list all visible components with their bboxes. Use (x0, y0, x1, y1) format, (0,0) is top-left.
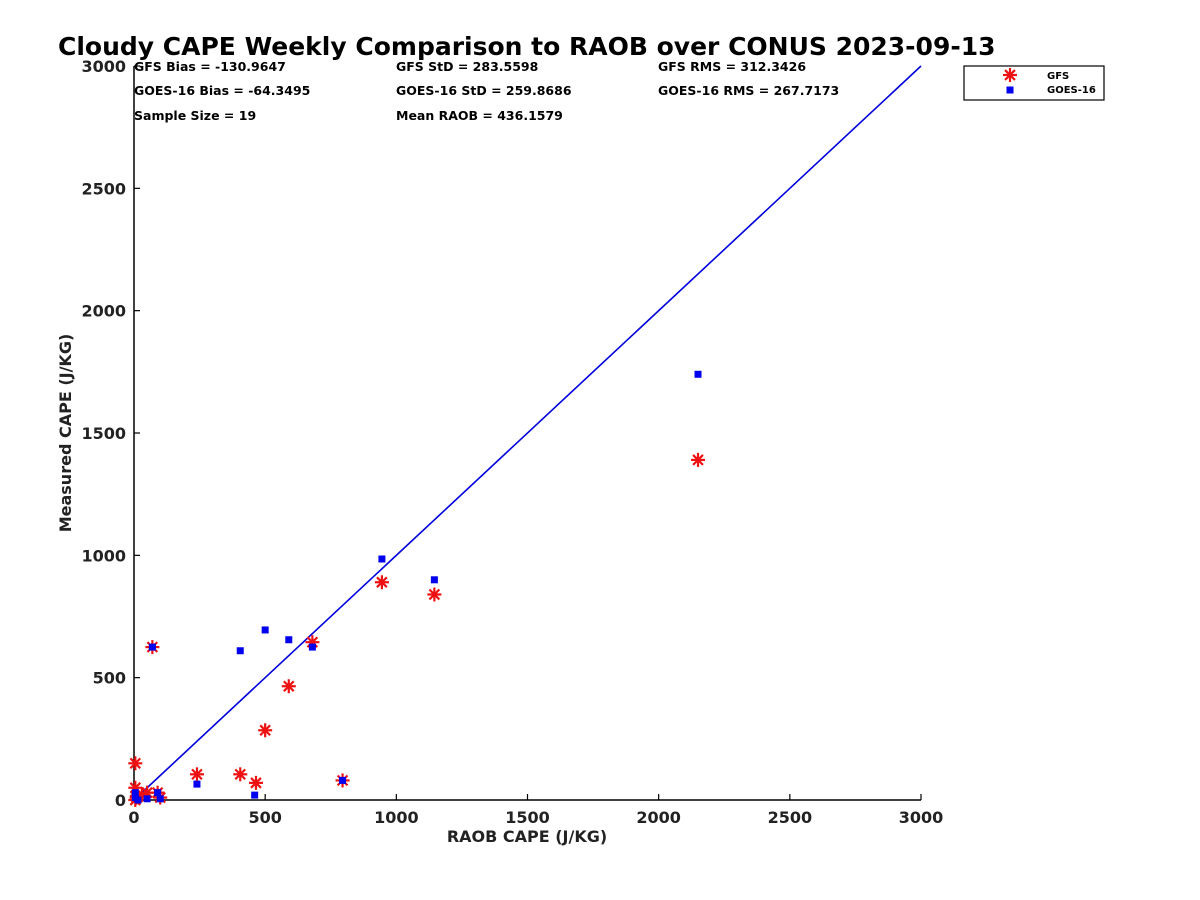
gfs-point (258, 723, 273, 738)
goes16-point (143, 795, 151, 803)
reference-line-layer (133, 65, 922, 801)
legend-gfs-symbol (1003, 68, 1017, 82)
x-tick-label: 2500 (768, 808, 813, 827)
goes16-point (134, 796, 142, 804)
y-tick-label: 2500 (81, 179, 126, 198)
goes16-point (261, 626, 269, 634)
gfs-point (427, 587, 442, 602)
goes16-point (193, 780, 201, 788)
stat-gfs-std: GFS StD = 283.5598 (396, 59, 538, 74)
gfs-point (128, 756, 143, 771)
x-tick-label: 1000 (374, 808, 419, 827)
goes16-point (131, 789, 139, 797)
legend-marker-gfs (1003, 68, 1017, 82)
goes16-point (308, 643, 316, 651)
goes16-point (694, 370, 702, 378)
gfs-point (374, 575, 389, 590)
axes: 0 500 1000 1500 2000 2500 3000 0 500 1000 1500 2000… (81, 57, 943, 827)
stat-goes-rms: GOES-16 RMS = 267.7173 (658, 83, 839, 98)
gfs-point (189, 767, 204, 782)
goes16-point (378, 555, 386, 563)
legend-label-gfs: GFS (1047, 71, 1069, 82)
gfs-point (281, 679, 296, 694)
data-points (128, 370, 706, 807)
gfs-point (233, 767, 248, 782)
y-tick-label: 500 (93, 669, 126, 688)
goes16-point (251, 791, 259, 799)
x-axis-label: RAOB CAPE (J/KG) (447, 827, 607, 846)
stat-mean-raob: Mean RAOB = 436.1579 (396, 108, 563, 123)
x-tick-label: 500 (248, 808, 281, 827)
stats-block: GFS Bias = -130.9647 GFS StD = 283.5598 … (134, 59, 839, 123)
goes16-point (148, 643, 156, 651)
x-tick-label: 3000 (899, 808, 944, 827)
one-to-one-line (133, 65, 922, 801)
x-tick-label: 1500 (505, 808, 550, 827)
stat-gfs-rms: GFS RMS = 312.3426 (658, 59, 806, 74)
legend-marker-goes16 (1006, 86, 1014, 94)
y-tick-label: 1000 (81, 546, 126, 565)
goes16-point (156, 795, 164, 803)
legend-goes16-symbol (1006, 86, 1014, 94)
y-tick-label: 0 (115, 791, 126, 810)
chart-title: Cloudy CAPE Weekly Comparison to RAOB ov… (58, 32, 996, 61)
goes16-point (236, 647, 244, 655)
x-tick-label: 2000 (636, 808, 681, 827)
goes16-point (430, 576, 438, 584)
x-tick-label: 0 (128, 808, 139, 827)
gfs-point (691, 452, 706, 467)
stat-sample-size: Sample Size = 19 (134, 108, 256, 123)
legend-label-goes16: GOES-16 (1047, 85, 1096, 96)
y-tick-label: 2000 (81, 302, 126, 321)
goes16-point (285, 636, 293, 644)
stat-goes-std: GOES-16 StD = 259.8686 (396, 83, 572, 98)
goes16-point (154, 789, 162, 797)
y-tick-label: 1500 (81, 424, 126, 443)
y-tick-label: 3000 (81, 57, 126, 76)
gfs-point (248, 775, 263, 790)
goes16-point (339, 776, 347, 784)
y-axis-label: Measured CAPE (J/KG) (56, 334, 75, 533)
stat-gfs-bias: GFS Bias = -130.9647 (134, 59, 286, 74)
legend: GFS GOES-16 (963, 65, 1105, 101)
legend-box (963, 65, 1105, 101)
stat-goes-bias: GOES-16 Bias = -64.3495 (134, 83, 310, 98)
